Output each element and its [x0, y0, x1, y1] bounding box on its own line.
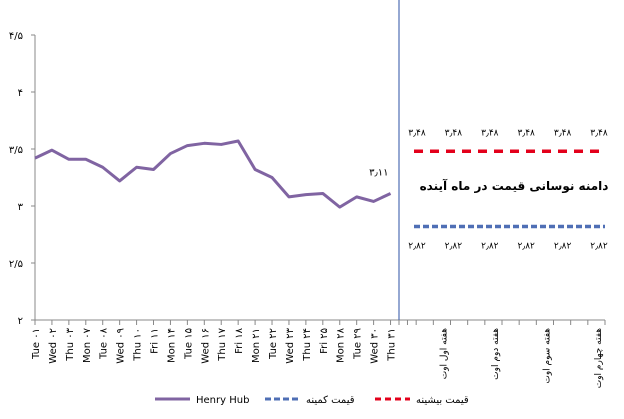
y-tick-label: ۴/۵	[9, 31, 23, 42]
x-tick-label: Fri ۱۸	[234, 327, 245, 353]
x-tick-label: Thu ۳۱	[387, 328, 398, 362]
x-tick-label: Tue ۱۵	[183, 328, 194, 360]
x-tick-label: Thu ۱۷	[217, 327, 228, 361]
max-price-label: ۳٫۴۸	[408, 128, 426, 138]
y-tick-label: ۲/۵	[9, 259, 23, 270]
min-price-label: ۲٫۸۲	[481, 242, 499, 252]
min-price-label: ۲٫۸۲	[590, 242, 608, 252]
x-tick-label: Tue ۲۹	[353, 328, 364, 360]
x-tick-label: Tue ۰۱	[31, 328, 42, 360]
x-tick-label: Mon ۱۴	[166, 328, 177, 363]
x-tick-label: Mon ۲۸	[336, 327, 347, 363]
y-tick-label: ۴	[18, 88, 23, 99]
x-tick-label: Fri ۲۵	[319, 328, 330, 354]
max-price-label: ۳٫۴۸	[517, 128, 535, 138]
x-tick-label: Tue ۰۸	[99, 327, 110, 360]
last-value-label: ۳٫۱۱	[369, 167, 388, 178]
min-price-label: ۲٫۸۲	[408, 242, 426, 252]
min-price-label: ۲٫۸۲	[445, 242, 463, 252]
x-tick-label: Thu ۲۴	[302, 328, 313, 362]
x-tick-label: Wed ۳۰	[370, 328, 381, 364]
y-tick-label: ۳	[18, 202, 24, 213]
x-tick-label: Fri ۱۱	[150, 328, 161, 354]
y-tick-label: ۲	[18, 316, 23, 327]
forecast-week-label: هفته چهارم اوت	[594, 328, 604, 389]
x-tick-label: Thu ۱۰	[133, 328, 144, 362]
henry-hub-line	[34, 139, 392, 209]
max-price-label: ۳٫۴۸	[481, 128, 499, 138]
legend-henry-hub-label: Henry Hub	[196, 395, 249, 406]
x-tick-label: Wed ۱۶	[200, 328, 211, 364]
max-price-label: ۳٫۴۸	[590, 128, 608, 138]
x-tick-label: Wed ۲۳	[285, 327, 296, 363]
forecast-week-label: هفته اول اوت	[440, 328, 450, 380]
forecast-week-label: هفته سوم اوت	[543, 328, 553, 384]
legend-max-label: قیمت بیشینه	[416, 395, 469, 406]
x-tick-label: Tue ۲۲	[268, 328, 279, 360]
max-price-label: ۳٫۴۸	[445, 128, 463, 138]
forecast-week-label: هفته دوم اوت	[491, 328, 501, 380]
range-annotation: دامنه نوسانی قیمت در ماه آینده	[420, 178, 609, 194]
x-tick-label: Mon ۲۱	[251, 328, 262, 363]
y-tick-label: ۳/۵	[9, 145, 23, 156]
x-tick-label: Mon ۰۷	[82, 327, 93, 363]
x-tick-label: Wed ۰۹	[116, 328, 127, 364]
min-price-label: ۲٫۸۲	[554, 242, 572, 252]
x-tick-label: Wed ۰۲	[48, 328, 59, 364]
min-price-label: ۲٫۸۲	[517, 242, 535, 252]
legend-min-label: قیمت کمینه	[306, 395, 355, 406]
x-tick-label: Thu ۰۳	[65, 327, 76, 361]
max-price-label: ۳٫۴۸	[554, 128, 572, 138]
